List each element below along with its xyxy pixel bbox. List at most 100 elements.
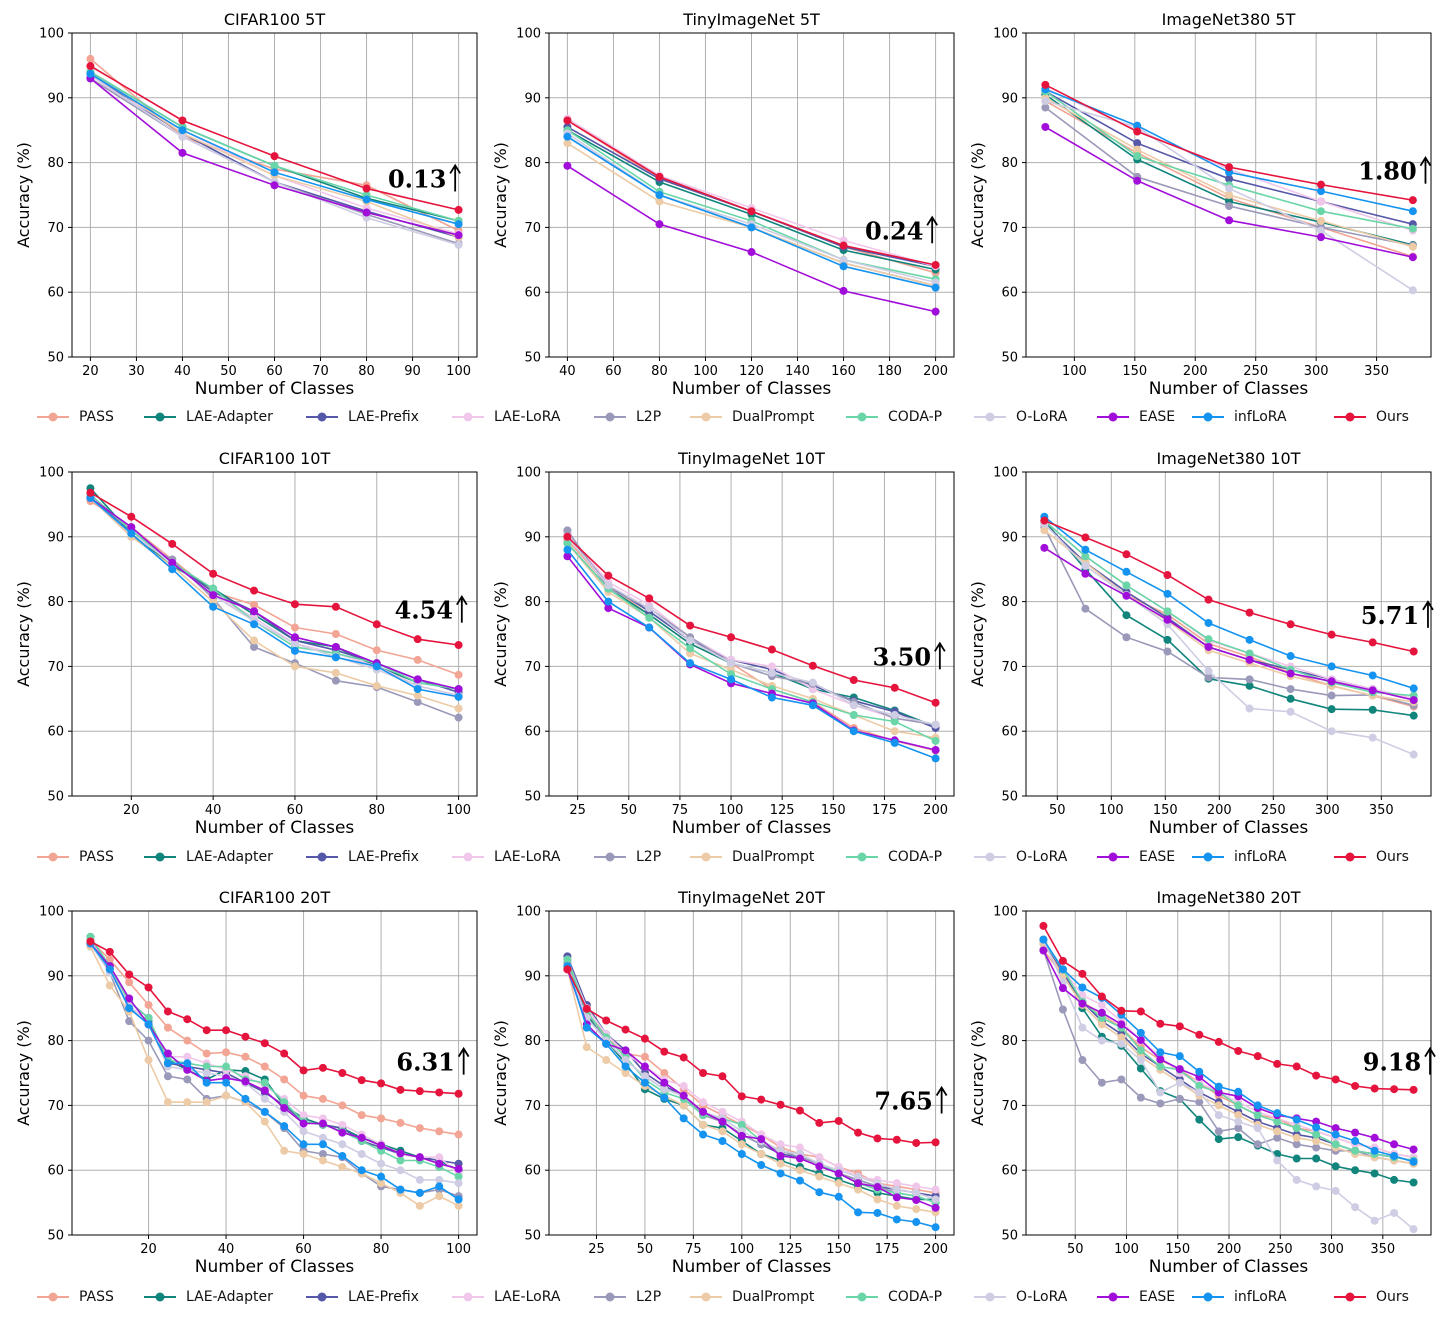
x-tick-label: 70: [312, 364, 329, 379]
data-point: [86, 937, 95, 946]
data-point: [454, 205, 463, 214]
data-point: [1312, 1143, 1321, 1152]
data-point: [260, 1107, 269, 1116]
data-point: [795, 1166, 804, 1175]
data-point: [839, 286, 848, 295]
data-point: [1204, 635, 1213, 644]
legend-item: L2P: [593, 845, 661, 869]
data-point: [415, 1153, 424, 1162]
x-tick-label: 60: [295, 1242, 312, 1257]
legend-item: LAE-Prefix: [305, 845, 419, 869]
legend: PASS LAE-Adapter LAE-Prefix LAE-LoRA L2P Dual…: [0, 845, 1446, 869]
legend-item: DualPrompt: [689, 405, 814, 429]
legend-marker-icon: [846, 1292, 878, 1302]
legend-label: LAE-LoRA: [494, 1289, 561, 1305]
data-point: [931, 283, 940, 292]
x-tick-label: 50: [1067, 1242, 1084, 1257]
data-point: [1286, 620, 1295, 629]
data-point: [931, 1223, 940, 1232]
data-point: [338, 1101, 347, 1110]
x-tick-label: 160: [831, 364, 856, 379]
data-point: [776, 1100, 785, 1109]
data-point: [105, 965, 114, 974]
legend-label: LAE-Adapter: [186, 1289, 273, 1305]
series-line: [1043, 523, 1415, 756]
y-tick-label: 90: [524, 969, 541, 984]
data-point: [86, 62, 95, 71]
legend-marker-icon: [974, 1292, 1006, 1302]
data-point: [454, 1179, 463, 1188]
data-point: [1245, 675, 1254, 684]
data-point: [815, 1153, 824, 1162]
data-point: [1351, 1166, 1360, 1175]
data-point: [1214, 1111, 1223, 1120]
legend-item: LAE-Prefix: [305, 405, 419, 429]
legend-label: EASE: [1139, 409, 1176, 425]
legend-item: CODA-P: [845, 845, 942, 869]
legend-marker-icon: [974, 852, 1006, 862]
data-point: [144, 983, 153, 992]
chart-title: CIFAR100 5T: [224, 10, 325, 29]
data-point: [1195, 1088, 1204, 1097]
data-point: [1195, 1030, 1204, 1039]
data-point: [854, 1185, 863, 1194]
series-ease: [86, 74, 463, 240]
data-point: [1316, 197, 1325, 206]
data-point: [849, 701, 858, 710]
data-point: [1039, 921, 1048, 930]
data-point: [1133, 121, 1142, 130]
data-point: [1370, 1146, 1379, 1155]
data-point: [1122, 550, 1131, 559]
data-point: [415, 1188, 424, 1197]
data-point: [1078, 983, 1087, 992]
data-point: [834, 1179, 843, 1188]
data-point: [1327, 662, 1336, 671]
data-point: [1409, 1085, 1418, 1094]
improvement-annotation: 3.50: [873, 642, 931, 671]
data-point: [202, 1098, 211, 1107]
data-point: [1245, 635, 1254, 644]
y-tick-label: 60: [1001, 1164, 1018, 1179]
y-tick-label: 70: [47, 1099, 64, 1114]
data-point: [912, 1218, 921, 1227]
data-point: [890, 717, 899, 726]
y-tick-label: 100: [516, 905, 541, 920]
data-point: [621, 1056, 630, 1065]
y-tick-label: 50: [47, 790, 64, 805]
data-point: [1097, 1020, 1106, 1029]
legend-label: Ours: [1376, 849, 1409, 865]
data-point: [1292, 1115, 1301, 1124]
data-point: [679, 1114, 688, 1123]
x-tick-label: 150: [821, 803, 846, 818]
data-point: [1390, 1151, 1399, 1160]
legend-label: infLoRA: [1234, 849, 1287, 865]
y-tick-label: 100: [39, 466, 64, 481]
series-ease: [563, 965, 940, 1212]
data-point: [338, 1162, 347, 1171]
data-point: [1163, 571, 1172, 580]
grid: [72, 32, 477, 358]
legend-label: LAE-LoRA: [494, 849, 561, 865]
legend-label: LAE-Prefix: [348, 849, 419, 865]
data-point: [1081, 569, 1090, 578]
data-point: [1327, 705, 1336, 714]
series-line: [1044, 519, 1414, 653]
y-axis-label: Accuracy (%): [14, 142, 33, 248]
y-tick-label: 100: [993, 905, 1018, 920]
series-line: [566, 536, 936, 704]
y-tick-label: 70: [47, 221, 64, 236]
data-point: [563, 161, 572, 170]
data-point: [727, 633, 736, 642]
series-line: [1043, 526, 1414, 707]
y-tick-label: 50: [47, 1229, 64, 1244]
x-tick-label: 100: [446, 803, 471, 818]
legend-label: O-LoRA: [1016, 849, 1068, 865]
axes-frame: [1025, 471, 1432, 797]
data-point: [454, 704, 463, 713]
legend-label: infLoRA: [1234, 409, 1287, 425]
data-point: [1163, 589, 1172, 598]
data-point: [299, 1111, 308, 1120]
series-lae-adapter: [563, 955, 940, 1204]
y-tick-label: 50: [1001, 1229, 1018, 1244]
data-point: [1041, 80, 1050, 89]
